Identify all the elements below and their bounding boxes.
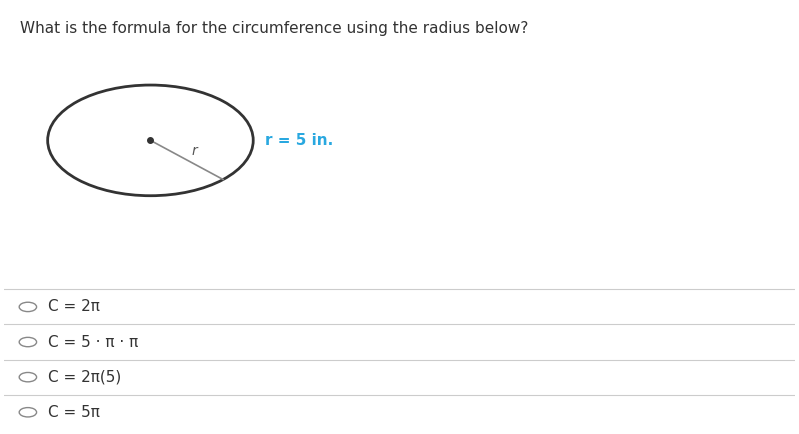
Text: What is the formula for the circumference using the radius below?: What is the formula for the circumferenc… xyxy=(20,21,528,36)
Text: r: r xyxy=(192,145,197,158)
Text: C = 2π: C = 2π xyxy=(48,299,100,314)
Text: r = 5 in.: r = 5 in. xyxy=(265,133,333,148)
Text: C = 2π(5): C = 2π(5) xyxy=(48,370,121,385)
Text: C = 5 · π · π: C = 5 · π · π xyxy=(48,335,138,349)
Text: C = 5π: C = 5π xyxy=(48,405,100,420)
